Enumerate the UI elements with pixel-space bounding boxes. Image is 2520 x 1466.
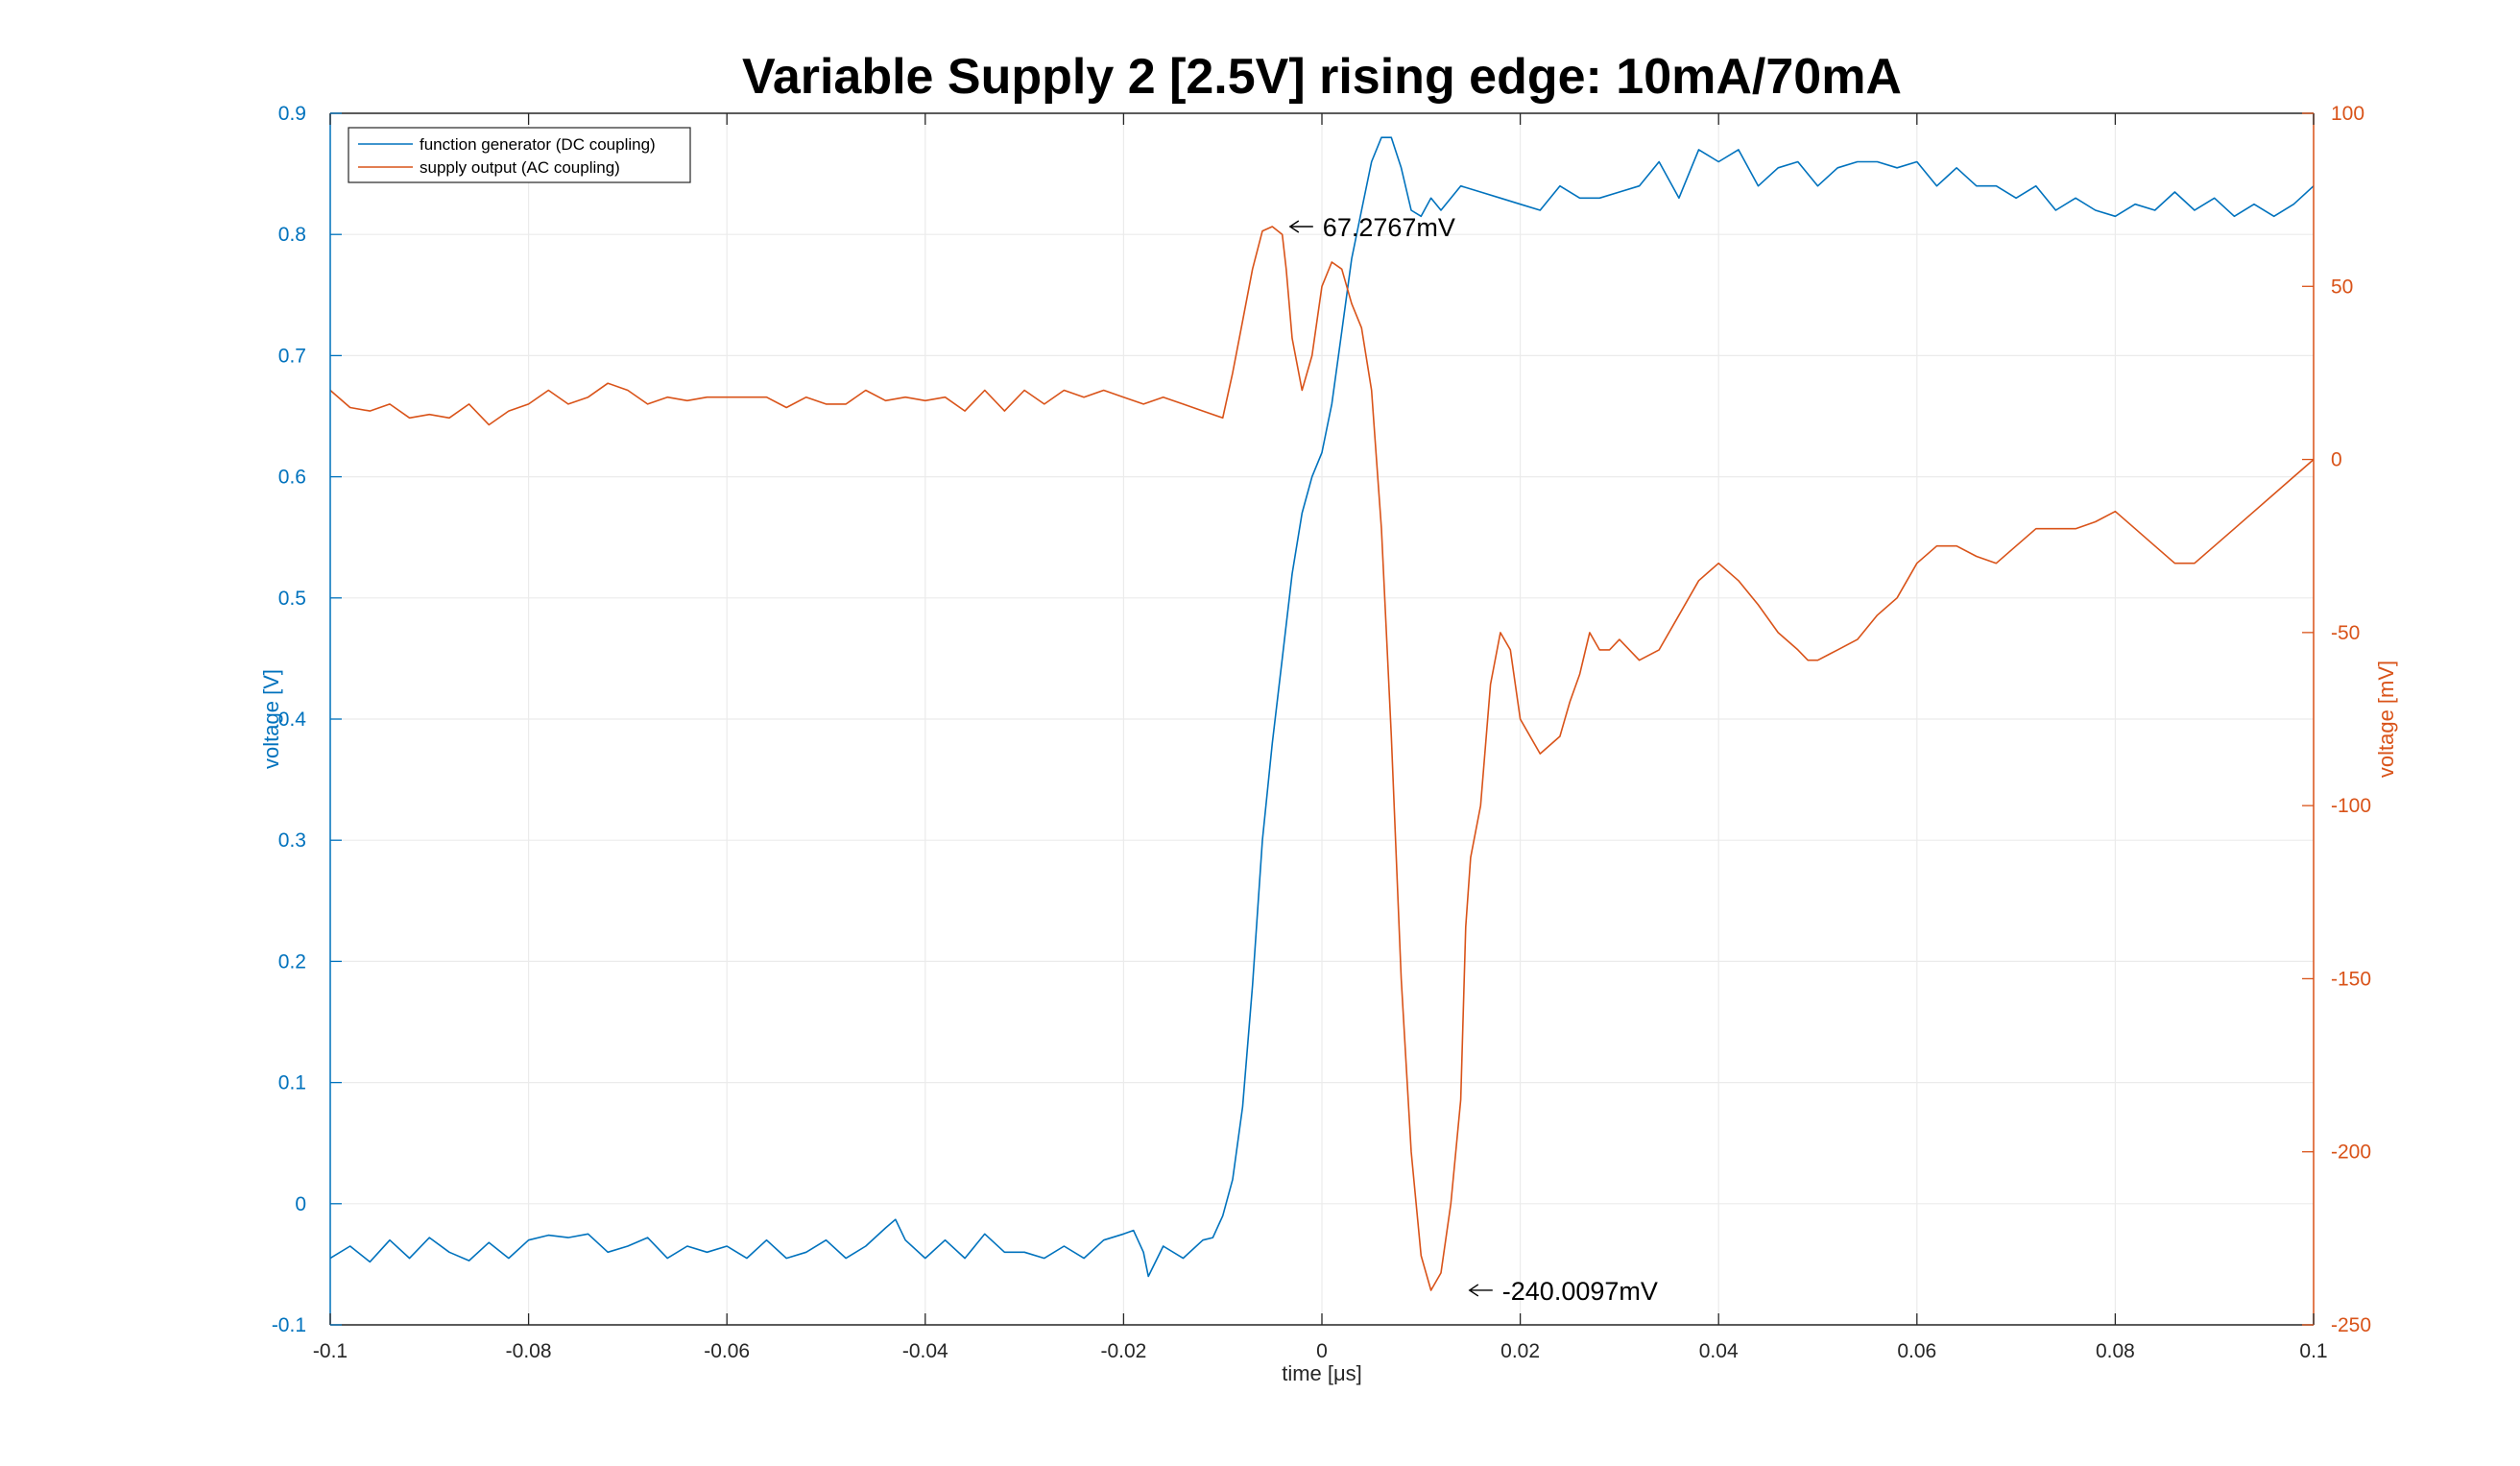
y-left-tick-label-1: 0: [295, 1193, 306, 1215]
legend-label-function-generator: function generator (DC coupling): [420, 135, 656, 154]
y-axis-label-right: voltage [mV]: [2374, 661, 2398, 778]
y-right-tick-label-1: -200: [2331, 1142, 2371, 1164]
y-left-tick-label-2: 0.1: [278, 1072, 306, 1094]
x-tick-label-1: -0.08: [506, 1340, 552, 1362]
y-right-tick-label-3: -100: [2331, 795, 2371, 817]
x-tick-label-0: -0.1: [313, 1340, 348, 1362]
x-tick-label-4: -0.02: [1100, 1340, 1146, 1362]
annotation-arrow-head-0: [1288, 220, 1300, 233]
annotation-label-0: 67.2767mV: [1323, 213, 1455, 242]
legend-label-supply-output: supply output (AC coupling): [420, 158, 620, 177]
legend: function generator (DC coupling) supply …: [348, 127, 691, 183]
x-tick-label-9: 0.08: [2096, 1340, 2135, 1362]
chart-title: Variable Supply 2 [2.5V] rising edge: 10…: [742, 49, 1902, 105]
ticks-group: -0.1 -0.08 -0.06 -0.04 -0.02 0 0.02 0.04 0.06 0.0…: [272, 103, 2371, 1362]
y-left-tick-label-3: 0.2: [278, 950, 306, 973]
x-tick-label-10: 0.1: [2299, 1340, 2327, 1362]
annotation-arrow-head-1: [1468, 1284, 1479, 1297]
y-right-tick-label-0: -250: [2331, 1314, 2371, 1336]
y-right-tick-label-7: 100: [2331, 103, 2364, 125]
y-left-tick-label-5: 0.4: [278, 709, 307, 731]
y-left-tick-label-8: 0.7: [278, 345, 306, 367]
y-left-tick-label-4: 0.3: [278, 829, 306, 852]
x-tick-label-8: 0.06: [1897, 1340, 1936, 1362]
legend-box: [348, 127, 691, 183]
x-tick-label-2: -0.06: [704, 1340, 750, 1362]
y-left-tick-label-7: 0.6: [278, 467, 306, 489]
y-axis-label-left: voltage [V]: [259, 669, 283, 769]
x-tick-label-6: 0.02: [1500, 1340, 1540, 1362]
y-left-tick-label-0: -0.1: [272, 1314, 306, 1336]
y-left-tick-label-10: 0.9: [278, 103, 306, 125]
series-group: [329, 136, 2315, 1291]
y-right-tick-label-2: -150: [2331, 968, 2371, 990]
x-tick-label-5: 0: [1316, 1340, 1328, 1362]
series-line-function-generator: [329, 136, 2315, 1278]
y-right-tick-label-6: 50: [2331, 276, 2353, 298]
annotations-group: 67.2767mV -240.0097mV: [1288, 213, 1658, 1306]
x-axis-label: time [μs]: [1282, 1361, 1362, 1385]
series-line-supply-output: [329, 226, 2315, 1291]
x-tick-label-3: -0.04: [902, 1340, 948, 1362]
y-right-tick-label-5: 0: [2331, 449, 2342, 471]
annotation-label-1: -240.0097mV: [1502, 1277, 1658, 1306]
y-left-tick-label-6: 0.5: [278, 588, 306, 610]
y-right-tick-label-4: -50: [2331, 622, 2360, 644]
y-left-tick-label-9: 0.8: [278, 224, 306, 246]
x-tick-label-7: 0.04: [1699, 1340, 1739, 1362]
